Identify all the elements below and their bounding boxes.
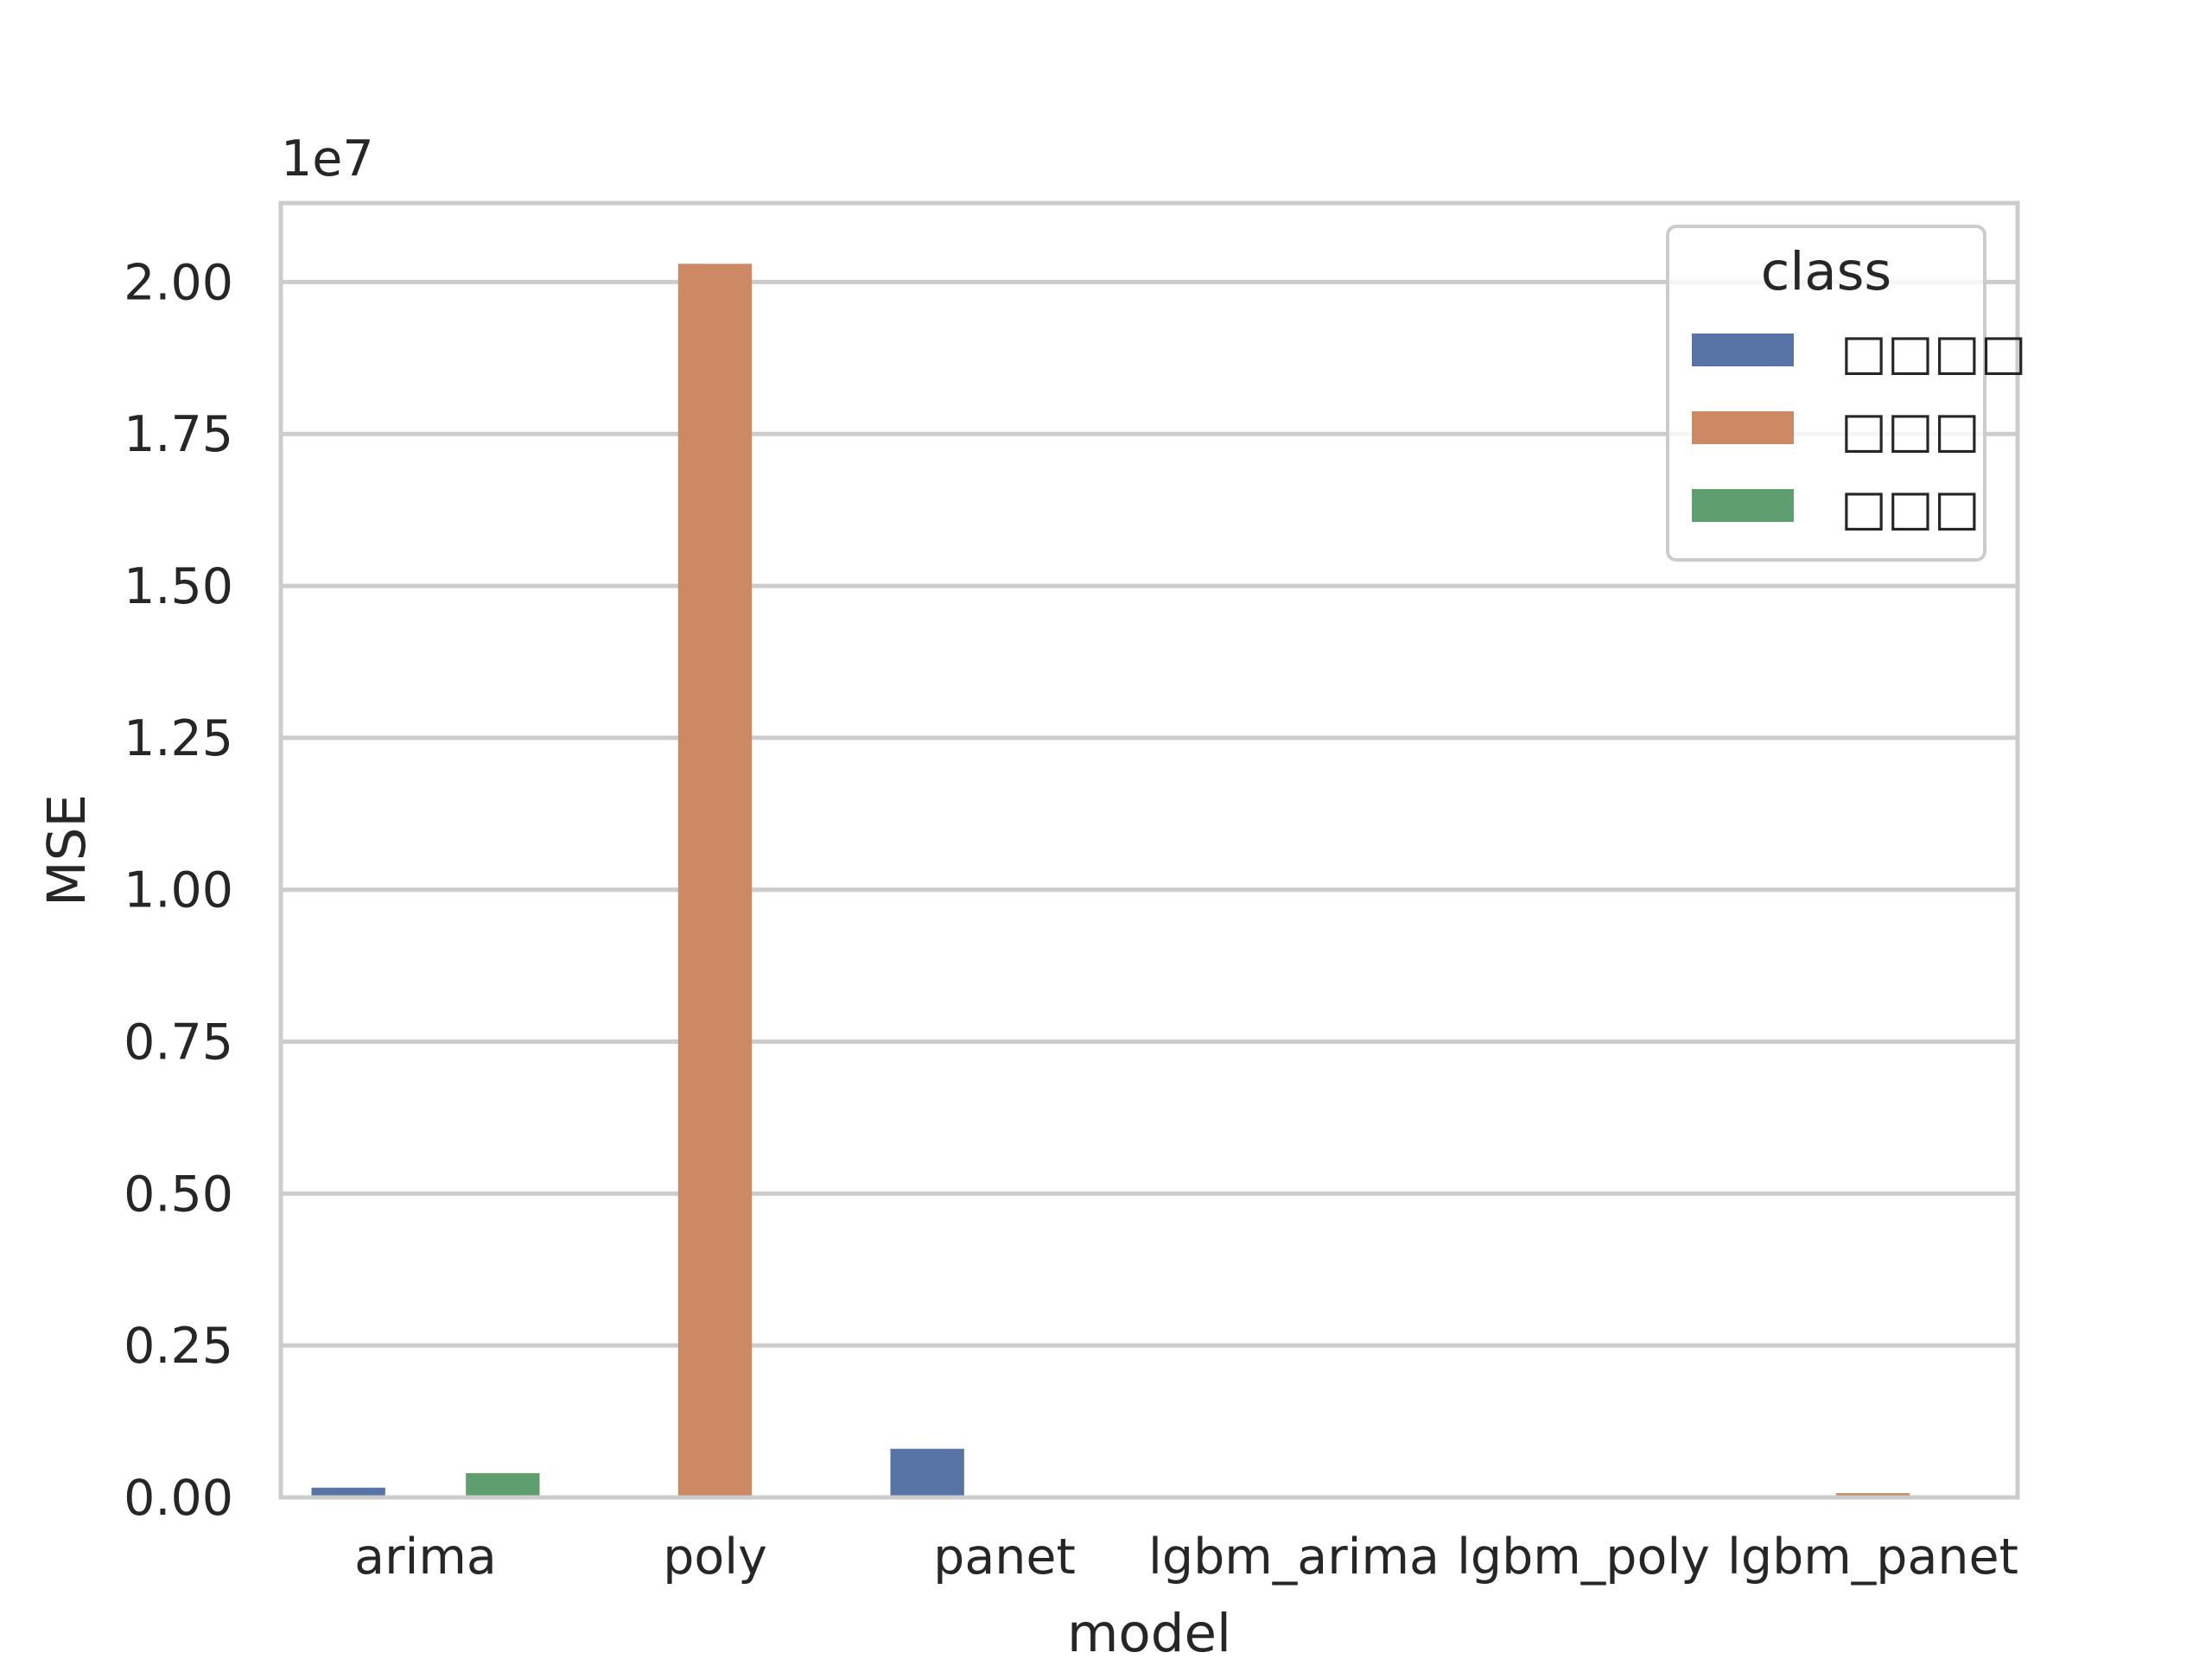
gridlines bbox=[281, 279, 2018, 1500]
x-axis-label: model bbox=[1067, 1603, 1231, 1659]
bar-poly-series-1 bbox=[677, 264, 753, 1498]
x-tick-label: poly bbox=[663, 1529, 767, 1586]
y-tick-label: 0.00 bbox=[124, 1470, 233, 1527]
y-tick-label: 0.25 bbox=[124, 1318, 233, 1375]
x-tick-label: panet bbox=[933, 1529, 1076, 1586]
y-scale-exponent: 1e7 bbox=[281, 130, 374, 188]
legend-box bbox=[1666, 225, 1986, 562]
y-tick-label: 1.75 bbox=[124, 406, 233, 463]
y-tick-label: 2.00 bbox=[124, 254, 233, 311]
legend-label: □□□ bbox=[1840, 402, 1980, 459]
legend-label: □□□□ bbox=[1840, 324, 2026, 381]
x-tick-label: lgbm_poly bbox=[1457, 1529, 1710, 1586]
y-tick-label: 1.50 bbox=[124, 558, 233, 615]
y-axis-ticks: 0.00 0.25 0.50 0.75 1.00 1.25 1.50 1.75 2.00 bbox=[124, 254, 233, 1527]
legend-swatch bbox=[1692, 489, 1794, 522]
y-axis-label: MSE bbox=[36, 794, 98, 906]
y-tick-label: 0.75 bbox=[124, 1014, 233, 1071]
legend-swatch bbox=[1692, 411, 1794, 444]
x-tick-label: lgbm_arima bbox=[1148, 1529, 1440, 1586]
bar-arima-series-2 bbox=[466, 1472, 540, 1497]
x-tick-label: lgbm_panet bbox=[1727, 1529, 2018, 1586]
bar-panet-series-0 bbox=[890, 1448, 964, 1497]
legend-title: class bbox=[1761, 241, 1891, 302]
bars bbox=[311, 264, 1910, 1498]
y-tick-label: 1.00 bbox=[124, 862, 233, 919]
y-tick-label: 1.25 bbox=[124, 710, 233, 767]
legend: class □□□□□□□□□□ bbox=[1666, 225, 2026, 562]
x-tick-label: arima bbox=[354, 1529, 497, 1586]
legend-swatch bbox=[1692, 334, 1794, 366]
legend-label: □□□ bbox=[1840, 480, 1980, 537]
y-tick-label: 0.50 bbox=[124, 1166, 233, 1223]
bar-arima-series-0 bbox=[311, 1487, 385, 1497]
plot-frame bbox=[278, 200, 2020, 1500]
x-axis-ticks: arima poly panet lgbm_arima lgbm_poly lgbm_pa… bbox=[354, 1529, 2018, 1586]
